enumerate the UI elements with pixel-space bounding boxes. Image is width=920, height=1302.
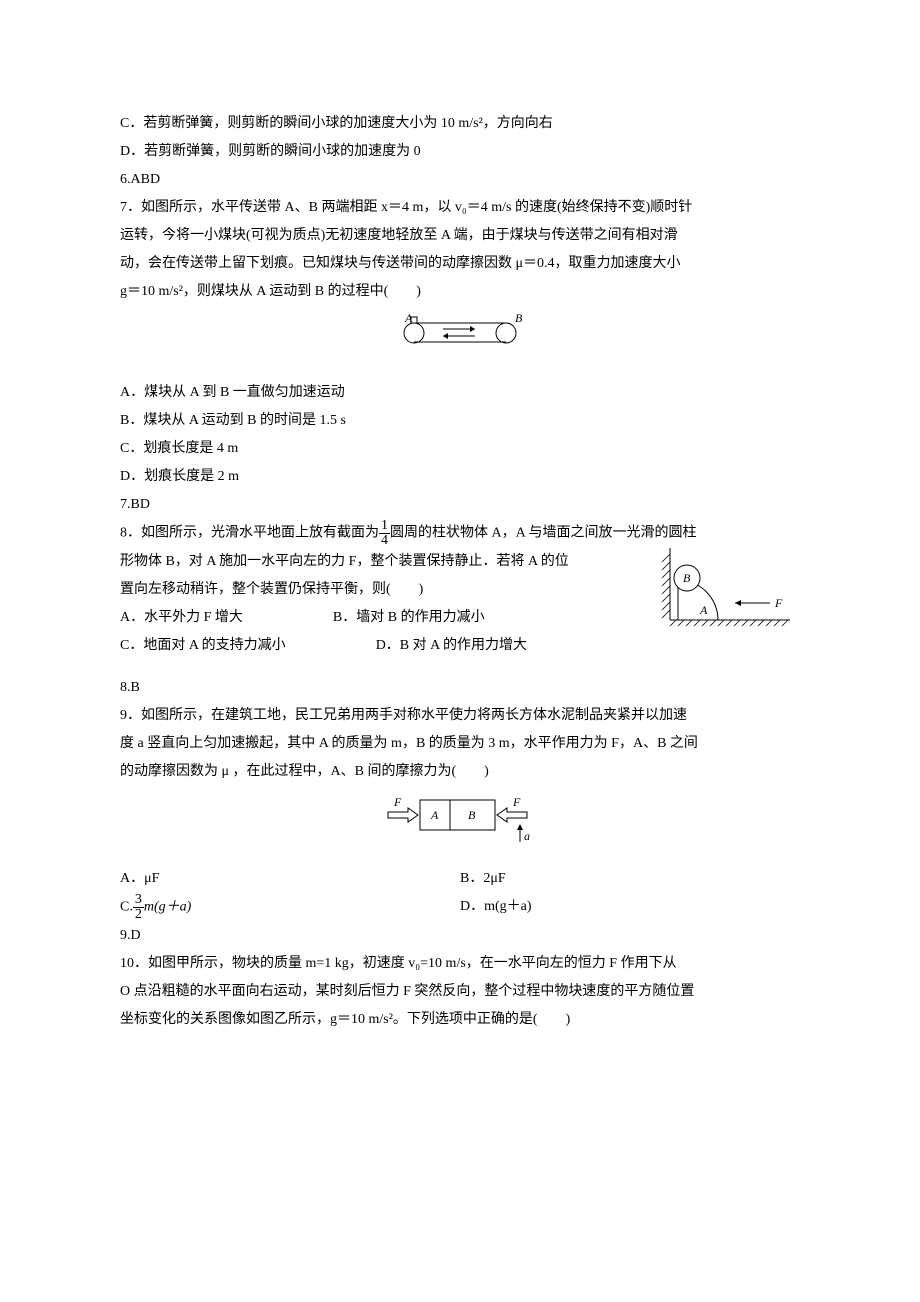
q7-belt-diagram: A B [120, 312, 800, 363]
q9-label-f-left: F [393, 795, 402, 809]
q8-stem-line2: 形物体 B，对 A 施加一水平向左的力 F，整个装置保持静止．若将 A 的位 [120, 548, 630, 576]
q8-fraction: 14 [379, 519, 390, 548]
q7-stem-line2: 运转，今将一小煤块(可视为质点)无初速度地轻放至 A 端，由于煤块与传送带之间有… [120, 222, 800, 250]
q9-stem-line1: 9．如图所示，在建筑工地，民工兄弟用两手对称水平使力将两长方体水泥制品夹紧并以加… [120, 702, 800, 730]
q9-label-f-right: F [512, 795, 521, 809]
q9-optc-fraction: 32 [133, 893, 144, 922]
answer-8: 8.B [120, 674, 800, 702]
q7-option-a: A．煤块从 A 到 B 一直做匀加速运动 [120, 379, 800, 407]
q9-option-a: A．μF [120, 865, 460, 893]
q9-optc-post: m(g＋a) [144, 900, 191, 915]
q7-stem-line4: g＝10 m/s²，则煤块从 A 运动到 B 的过程中( ) [120, 278, 800, 306]
q8-label-b: B [683, 571, 691, 585]
q8-option-b: B．墙对 B 的作用力减小 [333, 604, 485, 632]
q8-stem-line1: 8．如图所示，光滑水平地面上放有截面为14圆周的柱状物体 A，A 与墙面之间放一… [120, 519, 800, 548]
q7-option-b: B．煤块从 A 运动到 B 的时间是 1.5 s [120, 407, 800, 435]
q7-option-d: D．划痕长度是 2 m [120, 463, 800, 491]
q7-stem-line3: 动，会在传送带上留下划痕。已知煤块与传送带间的动摩擦因数 μ＝0.4，取重力加速… [120, 250, 800, 278]
q10-stem-line3: 坐标变化的关系图像如图乙所示，g＝10 m/s²。下列选项中正确的是( ) [120, 1006, 800, 1034]
q9-label-accel: a [524, 829, 530, 843]
q9-label-a: A [430, 808, 439, 822]
q9-label-b: B [468, 808, 476, 822]
exam-page: C．若剪断弹簧，则剪断的瞬间小球的加速度大小为 10 m/s²，方向向右 D．若… [0, 0, 920, 1302]
q7-label-b: B [515, 312, 523, 325]
answer-7: 7.BD [120, 491, 800, 519]
q9-option-d: D．m(g＋a) [460, 893, 800, 922]
q8-label-a: A [699, 603, 708, 617]
answer-6: 6.ABD [120, 166, 800, 194]
q8-option-a: A．水平外力 F 增大 [120, 604, 243, 632]
q9-option-b: B．2μF [460, 865, 800, 893]
q7-option-c: C．划痕长度是 4 m [120, 435, 800, 463]
q9-option-c: C.32m(g＋a) [120, 893, 460, 922]
q9-optc-pre: C. [120, 900, 133, 915]
q5-option-c: C．若剪断弹簧，则剪断的瞬间小球的加速度大小为 10 m/s²，方向向右 [120, 110, 800, 138]
q8-label-f: F [774, 596, 783, 610]
answer-9: 9.D [120, 922, 800, 950]
q10-stem-line1: 10．如图甲所示，物块的质量 m=1 kg，初速度 v₀=10 m/s，在一水平… [120, 950, 800, 978]
q9-stem-line3: 的动摩擦因数为 μ ，在此过程中，A、B 间的摩擦力为( ) [120, 758, 800, 786]
q9-stem-line2: 度 a 竖直向上匀加速搬起，其中 A 的质量为 m，B 的质量为 3 m，水平作… [120, 730, 800, 758]
q8-option-d: D．B 对 A 的作用力增大 [376, 632, 527, 660]
q10-stem-line2: O 点沿粗糙的水平面向右运动，某时刻后恒力 F 突然反向，整个过程中物块速度的平… [120, 978, 800, 1006]
q8-stem-pre: 8．如图所示，光滑水平地面上放有截面为 [120, 526, 379, 541]
q7-stem-line1: 7．如图所示，水平传送带 A、B 两端相距 x＝4 m，以 v₀＝4 m/s 的… [120, 194, 800, 222]
q8-stem-line3: 置向左移动稍许，整个装置仍保持平衡，则( ) [120, 576, 630, 604]
q8-wall-diagram: A B F [650, 548, 800, 649]
q8-stem-post: 圆周的柱状物体 A，A 与墙面之间放一光滑的圆柱 [390, 526, 696, 541]
q8-option-c: C．地面对 A 的支持力减小 [120, 632, 286, 660]
q5-option-d: D．若剪断弹簧，则剪断的瞬间小球的加速度为 0 [120, 138, 800, 166]
q9-block-diagram: F A B F a [120, 792, 800, 859]
